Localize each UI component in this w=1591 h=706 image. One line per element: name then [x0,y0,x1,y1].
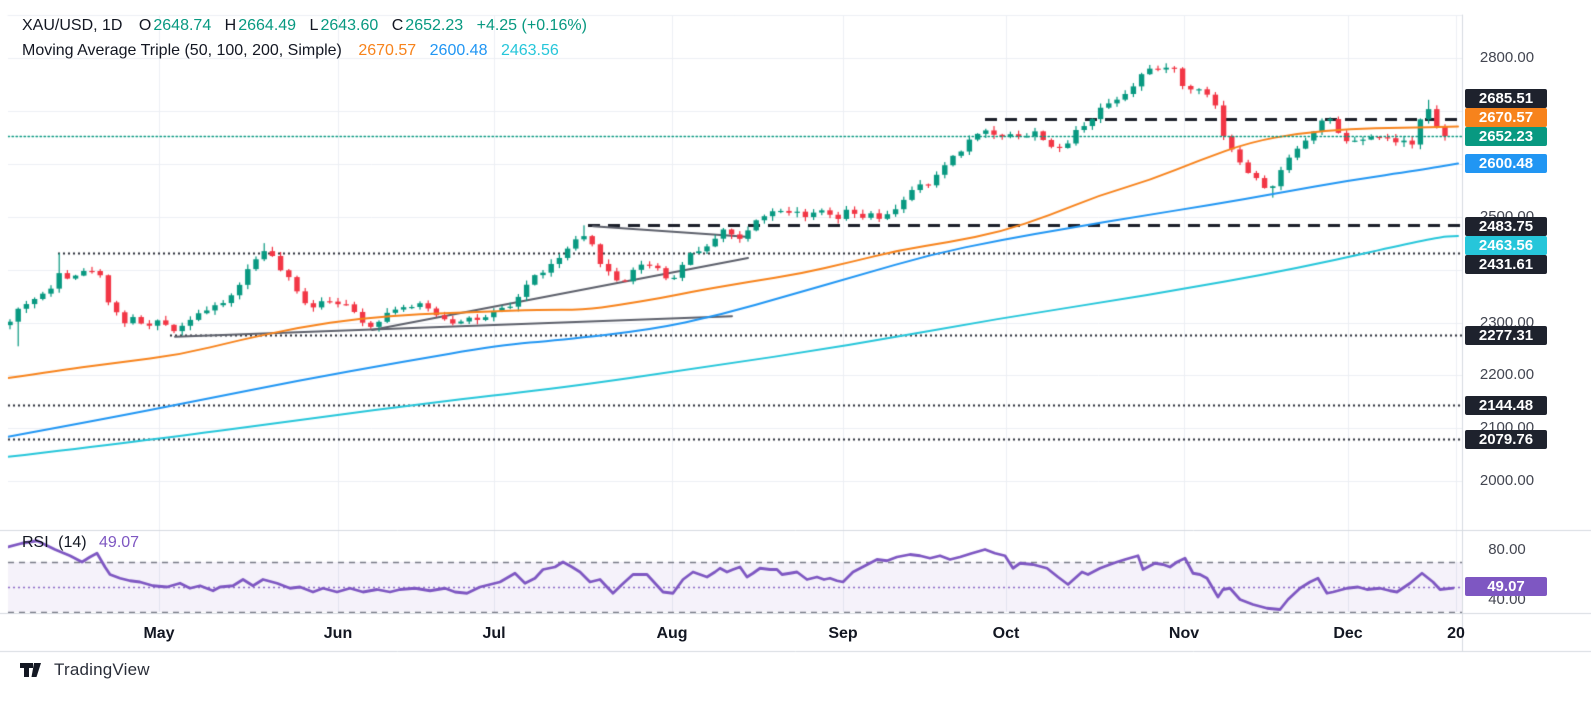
high-label: H [224,17,237,34]
time-axis-label: 20 [1447,625,1465,642]
time-axis-label: Jun [323,625,353,642]
low-value: 2643.60 [320,17,379,34]
price-badge: 2144.48 [1465,395,1547,415]
price-badge: 2483.75 [1465,216,1547,236]
price-badge: 2277.31 [1465,325,1547,345]
ma50-value: 2670.57 [358,42,417,59]
time-axis-label: Oct [992,625,1020,642]
price-axis-label: 2200.00 [1479,366,1535,383]
tradingview-logo-icon [20,663,41,677]
price-badge: 2685.51 [1465,88,1547,108]
ma200-value: 2463.56 [500,42,559,59]
price-badge: 2652.23 [1465,126,1547,146]
close-label: C [391,17,404,34]
rsi-params: (14) [58,534,87,551]
time-axis-label: Jul [482,625,506,642]
price-badge: 2463.56 [1465,235,1547,255]
time-axis-label: May [143,625,175,642]
price-badge: 2431.61 [1465,254,1547,274]
time-axis-label: Nov [1168,625,1200,642]
rsi-badge: 49.07 [1465,576,1547,596]
price-badge: 2600.48 [1465,153,1547,173]
indicator-legend-row[interactable]: Moving Average Triple (50, 100, 200, Sim… [22,38,587,63]
tradingview-logo-text: TradingView [54,660,150,679]
rsi-title: RSI [22,534,49,551]
open-label: O [138,17,152,34]
ma100-value: 2600.48 [429,42,488,59]
open-value: 2648.74 [153,17,212,34]
price-axis-label: 2800.00 [1479,49,1535,66]
time-axis-label: Sep [828,625,858,642]
rsi-legend-row[interactable]: RSI (14) 49.07 [22,533,139,553]
symbol-title: XAU/USD, 1D [22,17,123,34]
indicator-title: Moving Average Triple (50, 100, 200, Sim… [22,42,342,59]
price-badge: 2079.76 [1465,429,1547,449]
symbol-legend-row[interactable]: XAU/USD, 1D O 2648.74 H 2664.49 L 2643.60 C… [22,13,587,38]
tradingview-logo[interactable]: TradingView [20,660,150,680]
legend: XAU/USD, 1D O 2648.74 H 2664.49 L 2643.60 C… [22,13,587,63]
time-axis-label: Aug [656,625,688,642]
change-value: +4.25 (+0.16%) [476,17,587,34]
price-axis-label: 2000.00 [1479,472,1535,489]
price-badge: 2670.57 [1465,107,1547,127]
high-value: 2664.49 [238,17,297,34]
rsi-value: 49.07 [99,534,140,551]
time-axis-label: Dec [1333,625,1363,642]
close-value: 2652.23 [405,17,464,34]
low-label: L [309,17,319,34]
rsi-axis-label: 80.00 [1488,541,1526,558]
